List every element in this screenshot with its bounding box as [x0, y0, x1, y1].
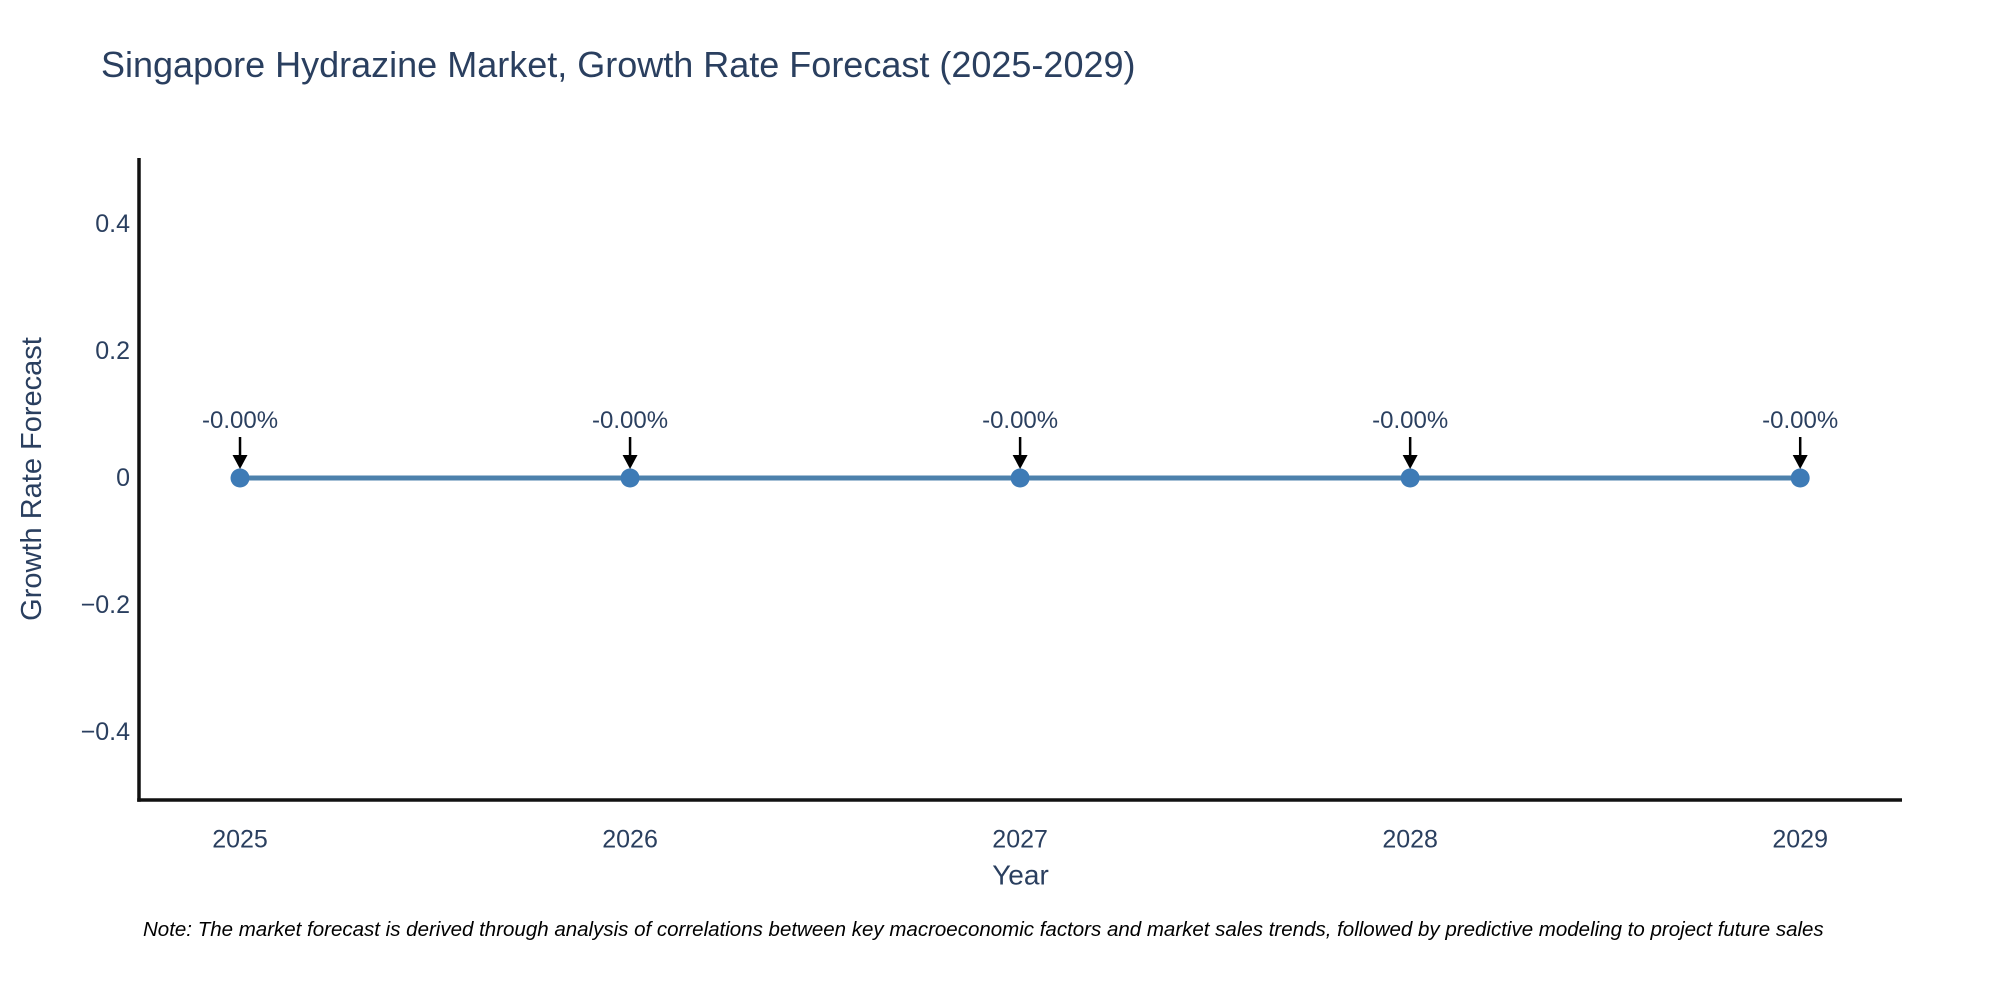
data-point-2028[interactable] — [1400, 468, 1420, 488]
point-annotation-label: -0.00% — [592, 407, 668, 434]
x-tick-label: 2026 — [602, 826, 658, 854]
y-tick-label: −0.4 — [81, 718, 130, 746]
point-annotation-label: -0.00% — [202, 407, 278, 434]
data-point-2029[interactable] — [1790, 468, 1810, 488]
annotation-arrow-head — [1792, 454, 1808, 469]
data-point-2025[interactable] — [230, 468, 250, 488]
y-axis-title: Growth Rate Forecast — [16, 337, 48, 621]
y-tick-label: −0.2 — [81, 591, 130, 619]
x-tick-label: 2027 — [992, 826, 1048, 854]
data-point-2027[interactable] — [1010, 468, 1030, 488]
annotation-arrow-head — [622, 454, 638, 469]
point-annotation-label: -0.00% — [1762, 407, 1838, 434]
data-point-2026[interactable] — [620, 468, 640, 488]
x-tick-label: 2029 — [1772, 826, 1828, 854]
y-tick-label: 0.4 — [95, 210, 130, 238]
annotation-arrow-head — [1402, 454, 1418, 469]
note-text: Note: The market forecast is derived thr… — [143, 918, 1824, 941]
annotation-arrow-head — [1012, 454, 1028, 469]
y-tick-label: 0 — [116, 464, 130, 492]
chart-title: Singapore Hydrazine Market, Growth Rate … — [101, 44, 1136, 85]
x-tick-label: 2028 — [1382, 826, 1438, 854]
point-annotation-label: -0.00% — [1372, 407, 1448, 434]
x-tick-label: 2025 — [212, 826, 268, 854]
y-tick-label: 0.2 — [95, 337, 130, 365]
x-axis-title: Year — [992, 860, 1049, 891]
annotation-arrow-head — [232, 454, 248, 469]
point-annotation-label: -0.00% — [982, 407, 1058, 434]
